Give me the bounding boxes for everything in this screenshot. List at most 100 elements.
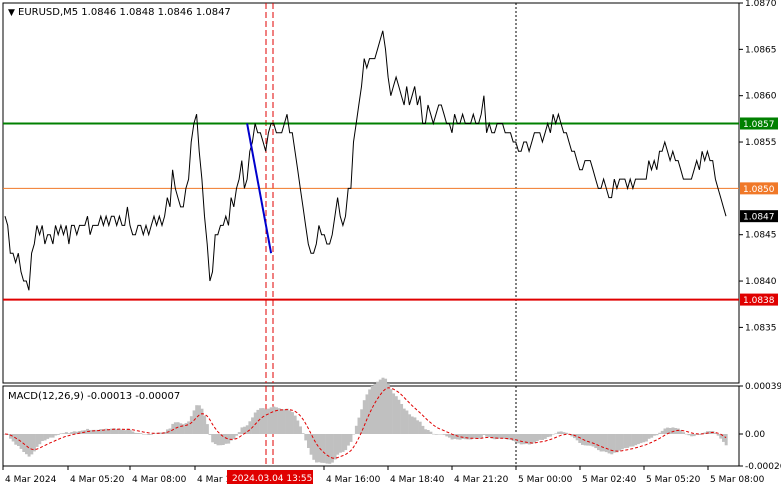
macd-histogram-bar xyxy=(615,434,619,453)
macd-histogram-bar xyxy=(631,434,635,447)
macd-histogram-bar xyxy=(184,423,188,434)
macd-histogram-bar xyxy=(666,427,670,434)
macd-histogram-bar xyxy=(429,431,433,434)
macd-histogram-bar xyxy=(304,434,308,441)
macd-histogram-bar xyxy=(695,434,699,435)
macd-histogram-bar xyxy=(9,434,12,439)
level-price-label: 1.0850 xyxy=(743,185,775,195)
macd-histogram-bar xyxy=(30,434,34,455)
macd-histogram-bar xyxy=(131,431,135,434)
macd-histogram-bar xyxy=(522,434,526,445)
macd-histogram-bar xyxy=(200,408,204,434)
macd-histogram-bar xyxy=(235,434,239,436)
macd-histogram-bar xyxy=(634,434,638,446)
macd-histogram-bar xyxy=(59,433,63,434)
macd-histogram-bar xyxy=(586,434,590,446)
x-tick-label: 5 Mar 05:20 xyxy=(646,475,701,485)
price-y-tick-label: 1.0860 xyxy=(745,92,777,102)
macd-histogram-bar xyxy=(288,410,292,434)
macd-histogram-bar xyxy=(35,434,39,447)
level-price-label: 1.0857 xyxy=(743,120,775,130)
macd-histogram-bar xyxy=(144,434,148,435)
macd-histogram-bar xyxy=(224,434,228,444)
macd-histogram-bar xyxy=(107,429,111,434)
macd-histogram-bar xyxy=(650,434,654,438)
macd-histogram-bar xyxy=(471,434,475,439)
macd-histogram-bar xyxy=(317,434,321,463)
macd-histogram-bar xyxy=(618,434,622,451)
x-tick-label: 4 Mar 1 xyxy=(197,475,231,485)
macd-histogram-bar xyxy=(62,433,66,434)
macd-histogram-bar xyxy=(687,434,691,436)
macd-histogram-bar xyxy=(384,378,388,434)
macd-histogram-bar xyxy=(344,434,348,451)
macd-histogram-bar xyxy=(248,421,252,434)
macd-histogram-bar xyxy=(27,434,31,457)
macd-histogram-bar xyxy=(38,434,42,445)
macd-histogram-bar xyxy=(237,432,241,434)
macd-histogram-bar xyxy=(424,429,427,434)
x-cursor-label-box xyxy=(227,470,313,484)
macd-histogram-bar xyxy=(280,409,284,434)
collapse-icon[interactable]: ▼ xyxy=(8,8,15,18)
macd-histogram-bar xyxy=(714,433,717,434)
current-price-box xyxy=(740,210,778,223)
macd-histogram-bar xyxy=(612,434,616,453)
macd-histogram-bar xyxy=(261,408,265,434)
macd-histogram-bar xyxy=(519,434,523,445)
current-price-label: 1.0847 xyxy=(743,213,775,223)
macd-histogram-bar xyxy=(187,421,191,434)
x-tick-label: 5 Mar 08:00 xyxy=(710,475,765,485)
macd-histogram-bar xyxy=(405,410,409,434)
macd-histogram-bar xyxy=(293,415,297,434)
macd-histogram-bar xyxy=(307,434,310,448)
macd-histogram-bar xyxy=(442,434,446,435)
macd-histogram-bar xyxy=(245,425,249,434)
macd-histogram-bar xyxy=(644,434,648,442)
macd-histogram-bar xyxy=(501,434,505,439)
macd-histogram-bar xyxy=(251,417,255,434)
macd-histogram-bar xyxy=(692,434,696,437)
macd-histogram-bar xyxy=(453,434,457,439)
macd-histogram-bar xyxy=(639,434,643,444)
macd-histogram-bar xyxy=(349,434,353,442)
x-tick-label: 4 Mar 2024 xyxy=(5,475,57,485)
macd-histogram-bar xyxy=(450,434,454,440)
macd-histogram-bar xyxy=(126,428,130,434)
macd-histogram-bar xyxy=(168,428,172,434)
macd-histogram-bar xyxy=(264,409,268,434)
macd-histogram-bar xyxy=(724,434,728,446)
macd-histogram-bar xyxy=(511,434,515,441)
macd-histogram-bar xyxy=(54,434,58,436)
macd-histogram-bar xyxy=(554,433,558,434)
macd-histogram-bar xyxy=(418,421,422,434)
macd-histogram-bar xyxy=(506,434,510,440)
macd-histogram-bar xyxy=(147,434,151,435)
price-layer xyxy=(4,30,727,291)
x-tick-label: 4 Mar 21:20 xyxy=(454,475,509,485)
macd-histogram-bar xyxy=(604,434,608,453)
macd-title: MACD(12,26,9) -0.00013 -0.00007 xyxy=(8,391,180,402)
macd-histogram-bar xyxy=(463,434,467,440)
macd-histogram-bar xyxy=(14,434,18,445)
macd-histogram-bar xyxy=(176,422,180,434)
macd-histogram-bar xyxy=(301,433,305,434)
macd-histogram-bar xyxy=(346,434,350,446)
macd-histogram-bar xyxy=(607,434,611,454)
macd-histogram-bar xyxy=(490,434,494,439)
price-y-tick-label: 1.0835 xyxy=(745,323,777,333)
macd-histogram-bar xyxy=(559,431,563,434)
macd-histogram-bar xyxy=(256,409,260,434)
macd-histogram-bar xyxy=(219,434,223,446)
macd-histogram-bar xyxy=(221,434,225,445)
macd-histogram-bar xyxy=(479,434,483,438)
macd-histogram-bar xyxy=(240,427,244,434)
macd-histogram-bar xyxy=(408,414,412,434)
macd-histogram-bar xyxy=(336,434,340,455)
macd-histogram-bar xyxy=(118,428,122,434)
macd-histogram-bar xyxy=(589,434,592,446)
macd-histogram-bar xyxy=(362,400,366,434)
